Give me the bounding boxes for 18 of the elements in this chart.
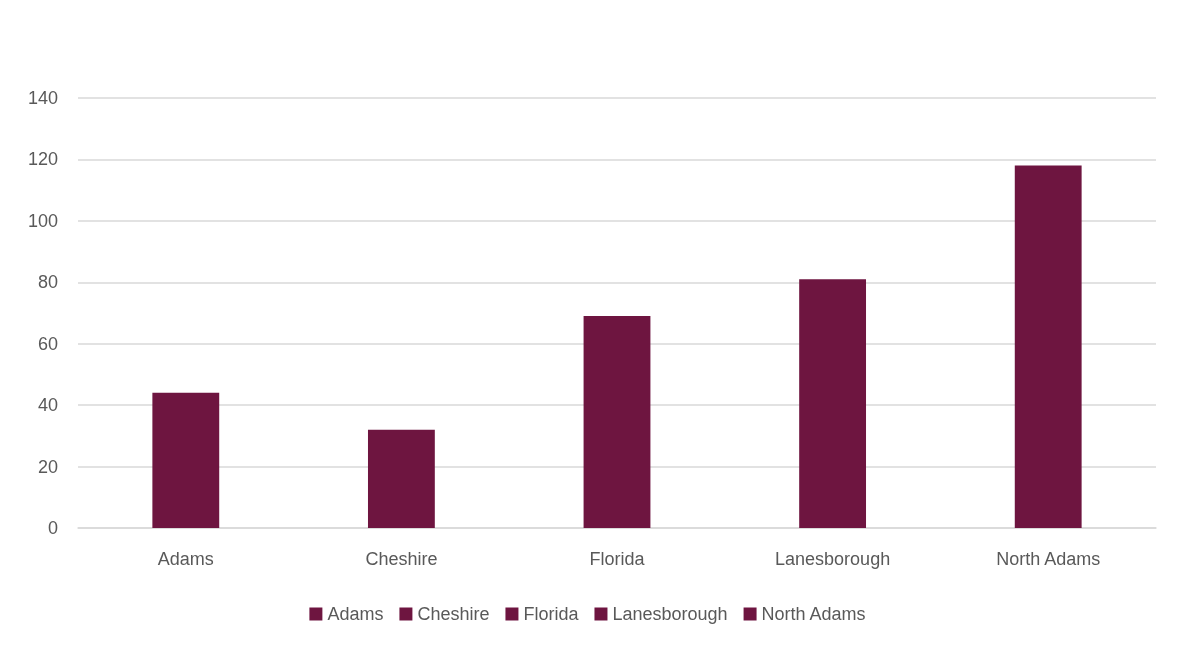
y-tick-label: 0 bbox=[47, 518, 58, 538]
y-tick-label: 140 bbox=[27, 88, 58, 108]
x-tick-label: Adams bbox=[157, 549, 214, 569]
legend-label: Adams bbox=[327, 604, 384, 624]
y-tick-label: 120 bbox=[27, 149, 58, 170]
x-tick-label: North Adams bbox=[996, 549, 1101, 569]
legend-label: Lanesborough bbox=[612, 604, 728, 624]
legend-label: Florida bbox=[523, 604, 580, 624]
y-tick-label: 80 bbox=[37, 272, 58, 293]
y-tick-label: 20 bbox=[37, 456, 58, 477]
y-tick-label: 60 bbox=[37, 333, 58, 354]
legend-label: Cheshire bbox=[417, 604, 490, 624]
x-tick-label: Florida bbox=[589, 549, 646, 569]
y-tick-label: 40 bbox=[37, 395, 58, 416]
legend-label: North Adams bbox=[761, 604, 866, 624]
y-tick-label: 100 bbox=[27, 210, 58, 231]
x-tick-label: Lanesborough bbox=[775, 549, 891, 569]
x-tick-label: Cheshire bbox=[365, 549, 438, 569]
